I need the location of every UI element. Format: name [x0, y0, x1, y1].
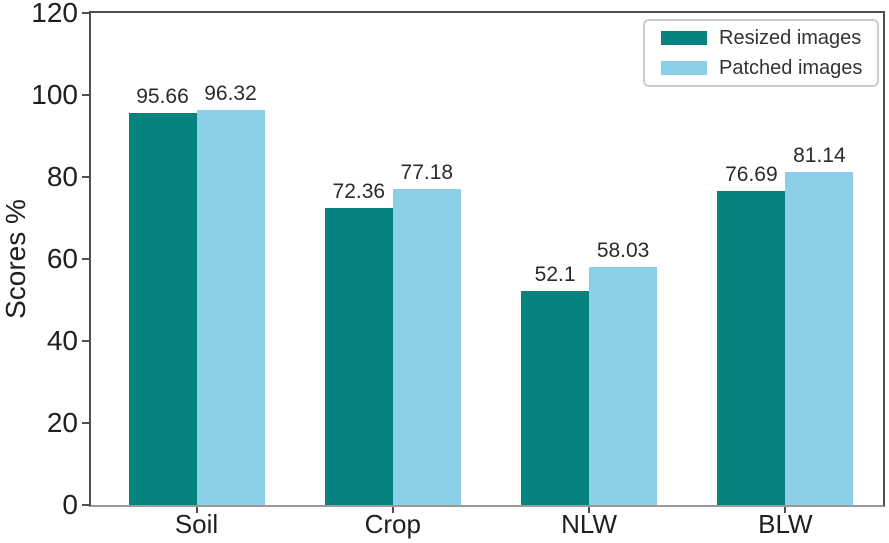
y-tick-label-100: 100: [31, 79, 78, 110]
value-label-resized-images-nlw: 52.1: [534, 263, 576, 287]
y-tick-0: [82, 504, 91, 506]
value-label-resized-images-soil: 95.66: [136, 84, 189, 108]
x-tick-label-nlw: NLW: [561, 509, 618, 539]
value-label-resized-images-crop: 72.36: [332, 180, 386, 204]
legend: Resized images Patched images: [643, 19, 879, 87]
value-label-patched-images-blw: 81.14: [793, 144, 846, 168]
y-tick-label-120: 120: [31, 0, 78, 28]
legend-row-patched: Patched images: [661, 57, 877, 80]
bar-resized-images-blw: [717, 190, 786, 505]
x-tick-nlw: [588, 507, 591, 513]
bar-patched-images-soil: [196, 110, 265, 505]
legend-swatch-resized-images: [661, 31, 707, 45]
y-tick-120: [82, 12, 91, 14]
bar-resized-images-soil: [128, 112, 197, 505]
y-tick-label-60: 60: [46, 243, 78, 274]
y-tick-label-20: 20: [46, 407, 78, 438]
y-tick-label-0: 0: [62, 489, 78, 520]
y-tick-20: [82, 422, 91, 424]
value-label-patched-images-crop: 77.18: [400, 160, 454, 184]
legend-row-resized: Resized images: [661, 27, 877, 50]
y-tick-80: [82, 176, 91, 178]
y-tick-label-40: 40: [46, 325, 78, 356]
value-label-patched-images-nlw: 58.03: [596, 239, 650, 263]
y-tick-60: [82, 258, 91, 260]
legend-label-patched-images: Patched images: [719, 56, 863, 79]
legend-swatch-patched-images: [661, 61, 707, 75]
x-tick-label-soil: Soil: [174, 509, 219, 539]
x-tick-blw: [784, 507, 787, 513]
y-tick-100: [82, 94, 91, 96]
x-tick-label-blw: BLW: [758, 509, 813, 539]
x-tick-crop: [391, 507, 394, 513]
y-tick-label-80: 80: [46, 161, 78, 192]
x-tick-soil: [195, 507, 198, 513]
bar-resized-images-nlw: [521, 291, 590, 505]
y-tick-40: [82, 340, 91, 342]
bar-patched-images-crop: [392, 188, 461, 505]
bar-resized-images-crop: [324, 208, 393, 505]
x-tick-label-crop: Crop: [364, 509, 421, 539]
legend-label-resized-images: Resized images: [719, 26, 862, 49]
bar-patched-images-nlw: [589, 267, 658, 505]
value-label-resized-images-blw: 76.69: [725, 162, 778, 186]
bar-patched-images-blw: [785, 172, 854, 505]
value-label-patched-images-soil: 96.32: [204, 82, 257, 106]
